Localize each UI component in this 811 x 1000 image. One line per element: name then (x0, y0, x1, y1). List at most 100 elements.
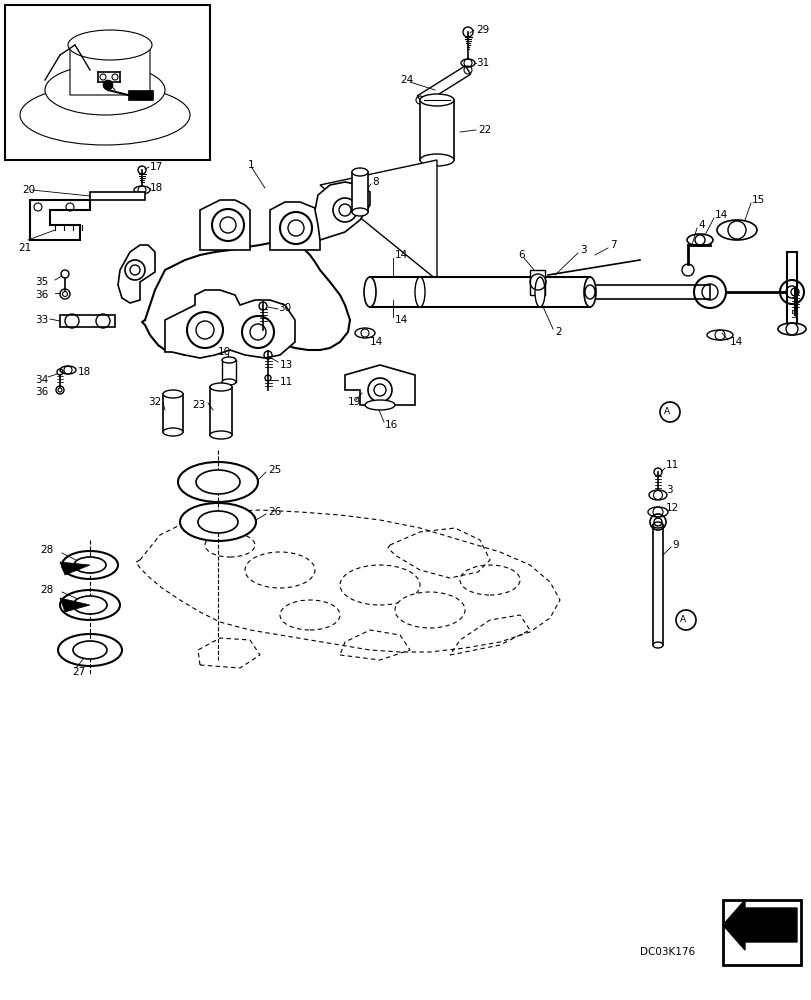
Bar (590, 285, 709, 299)
Text: 18: 18 (150, 183, 163, 193)
Text: 14: 14 (394, 315, 408, 325)
Ellipse shape (73, 641, 107, 659)
Text: A: A (679, 615, 685, 624)
Ellipse shape (340, 565, 419, 605)
Bar (652, 525, 663, 645)
Polygon shape (30, 200, 90, 240)
Ellipse shape (45, 65, 165, 115)
Ellipse shape (60, 366, 76, 374)
Text: 16: 16 (384, 420, 397, 430)
Text: DC03K176: DC03K176 (639, 947, 694, 957)
Bar (128, 90, 152, 100)
Ellipse shape (461, 59, 474, 67)
Text: 13: 13 (280, 360, 293, 370)
Ellipse shape (163, 428, 182, 436)
Ellipse shape (351, 168, 367, 176)
Text: 1: 1 (247, 160, 255, 170)
Ellipse shape (647, 507, 667, 517)
Ellipse shape (394, 592, 465, 628)
Bar (221, 360, 236, 382)
Text: 3: 3 (665, 485, 672, 495)
Ellipse shape (777, 323, 805, 335)
Text: 33: 33 (35, 315, 48, 325)
Polygon shape (200, 200, 250, 250)
Ellipse shape (134, 186, 150, 194)
Ellipse shape (20, 85, 190, 145)
Text: 25: 25 (268, 465, 281, 475)
Polygon shape (90, 192, 145, 200)
Ellipse shape (351, 208, 367, 216)
Ellipse shape (198, 511, 238, 533)
Bar (722, 900, 800, 965)
Text: 11: 11 (665, 460, 679, 470)
Ellipse shape (210, 431, 232, 439)
Ellipse shape (534, 277, 544, 307)
Bar (786, 252, 796, 332)
Text: 10: 10 (217, 347, 231, 357)
Text: 20: 20 (22, 185, 35, 195)
Text: 27: 27 (72, 667, 85, 677)
Ellipse shape (419, 94, 453, 106)
Text: 14: 14 (370, 337, 383, 347)
Ellipse shape (178, 462, 258, 502)
Ellipse shape (280, 600, 340, 630)
Text: 28: 28 (40, 585, 54, 595)
Text: 12: 12 (665, 503, 679, 513)
Polygon shape (165, 290, 294, 358)
Ellipse shape (204, 533, 255, 557)
Text: 35: 35 (35, 277, 48, 287)
Ellipse shape (648, 490, 666, 500)
Text: 6: 6 (517, 250, 524, 260)
Text: 18: 18 (78, 367, 91, 377)
Ellipse shape (221, 357, 236, 363)
Bar (419, 100, 453, 160)
Ellipse shape (365, 400, 394, 410)
Text: 36: 36 (35, 290, 48, 300)
Ellipse shape (163, 390, 182, 398)
Text: 31: 31 (475, 58, 489, 68)
Text: 34: 34 (35, 375, 48, 385)
Polygon shape (60, 315, 115, 327)
Text: 4: 4 (697, 220, 704, 230)
Polygon shape (530, 270, 544, 295)
Ellipse shape (221, 379, 236, 385)
Ellipse shape (460, 565, 519, 595)
Text: 36: 36 (35, 387, 48, 397)
Ellipse shape (686, 234, 712, 246)
Ellipse shape (245, 552, 315, 588)
Text: 9: 9 (672, 540, 678, 550)
Ellipse shape (62, 551, 118, 579)
Text: 14: 14 (394, 250, 408, 260)
Ellipse shape (73, 596, 107, 614)
Polygon shape (417, 66, 470, 104)
Circle shape (103, 80, 113, 90)
Text: 30: 30 (277, 303, 291, 313)
Text: 23: 23 (191, 400, 205, 410)
Ellipse shape (414, 277, 424, 307)
Polygon shape (270, 202, 320, 250)
Text: 29: 29 (475, 25, 489, 35)
Text: 3: 3 (579, 245, 586, 255)
Text: 11: 11 (280, 377, 293, 387)
Ellipse shape (58, 634, 122, 666)
Ellipse shape (74, 557, 106, 573)
Text: 28: 28 (40, 545, 54, 555)
Bar (370, 277, 590, 307)
Polygon shape (60, 598, 90, 612)
Text: 2: 2 (554, 327, 561, 337)
Text: 14: 14 (729, 337, 742, 347)
Bar (210, 387, 232, 435)
Ellipse shape (354, 328, 375, 338)
Ellipse shape (60, 590, 120, 620)
Ellipse shape (195, 470, 240, 494)
Text: 24: 24 (400, 75, 413, 85)
Ellipse shape (652, 642, 663, 648)
Text: 19: 19 (348, 397, 361, 407)
Ellipse shape (419, 154, 453, 166)
Polygon shape (60, 562, 90, 575)
Text: 32: 32 (148, 397, 161, 407)
Text: 5: 5 (789, 310, 796, 320)
Polygon shape (320, 160, 436, 280)
Polygon shape (315, 182, 370, 240)
Text: 14: 14 (714, 210, 727, 220)
